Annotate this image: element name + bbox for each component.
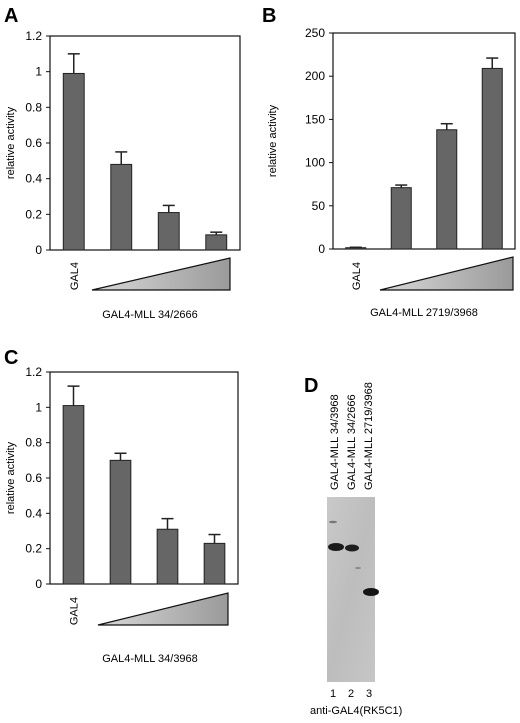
y-tick-label: 0.4 [25, 506, 42, 520]
bar [205, 234, 228, 251]
blot-band-lane-3 [363, 588, 379, 596]
y-tick-label: 0.8 [25, 100, 42, 114]
y-axis-label: relative activity [5, 441, 17, 514]
y-tick-label: 0.6 [25, 471, 42, 485]
y-tick-label: 1 [35, 65, 42, 79]
panel-letter-b: B [262, 5, 276, 27]
plot-frame [332, 32, 516, 250]
bar [109, 459, 132, 585]
blot-band-lane-1 [328, 543, 344, 551]
x-category-label: GAL4 [69, 597, 81, 625]
y-tick-label: 0.2 [25, 207, 42, 221]
bar [156, 528, 179, 585]
bar [62, 405, 85, 585]
bar [157, 212, 180, 251]
bar [110, 163, 133, 251]
y-tick-label: 0.2 [25, 542, 42, 556]
blot-faint-mark [355, 567, 361, 569]
blot-antibody-caption: anti-GAL4(RK5C1) [310, 705, 402, 717]
bar [481, 67, 503, 250]
panel-letter-d: D [304, 375, 318, 397]
blot-lane-number-1: 1 [330, 688, 336, 700]
y-tick-label: 150 [305, 112, 325, 126]
y-tick-label: 1.2 [25, 365, 42, 379]
condition-label: GAL4-MLL 34/3968 [102, 653, 198, 665]
y-tick-label: 0 [318, 242, 325, 256]
bar [436, 129, 458, 250]
bar [390, 187, 412, 250]
condition-label: GAL4-MLL 2719/3968 [370, 307, 478, 319]
western-blot-panel: GAL4-MLL 34/3968 GAL4-MLL 34/2666 GAL4-M… [310, 382, 402, 717]
dose-wedge [91, 257, 231, 291]
y-tick-label: 200 [305, 69, 325, 83]
bar [203, 542, 226, 585]
chart-panel-a: 0 0.2 0.4 0.6 0.8 1 1.2 relative activity GAL4 GA… [5, 29, 241, 321]
y-tick-label: 100 [305, 156, 325, 170]
y-tick-label: 0 [35, 243, 42, 257]
dose-wedge [379, 256, 514, 291]
y-axis-label: relative activity [267, 104, 279, 177]
dose-wedge [97, 592, 229, 626]
condition-label: GAL4-MLL 34/2666 [102, 309, 198, 321]
y-tick-label: 0.4 [25, 172, 42, 186]
y-tick-label: 1.2 [25, 29, 42, 43]
chart-panel-b: 0 50 100 150 200 250 relative activity GAL4 GAL4… [267, 26, 516, 319]
y-tick-label: 50 [312, 199, 326, 213]
x-category-label: GAL4 [351, 262, 363, 290]
y-tick-label: 1 [35, 400, 42, 414]
blot-lane-label-1: GAL4-MLL 34/3968 [329, 394, 341, 490]
blot-faint-mark [329, 520, 337, 524]
blot-band-lane-2 [345, 544, 359, 552]
x-category-label: GAL4 [69, 262, 81, 290]
y-tick-label: 0 [35, 577, 42, 591]
bar [62, 72, 85, 251]
y-tick-label: 250 [305, 26, 325, 40]
blot-lane-number-3: 3 [366, 688, 372, 700]
blot-lane-label-2: GAL4-MLL 34/2666 [346, 394, 358, 490]
y-axis-label: relative activity [5, 106, 17, 179]
blot-lane-label-3: GAL4-MLL 2719/3968 [363, 382, 375, 490]
panel-letter-c: C [4, 347, 18, 369]
panel-letter-a: A [4, 5, 18, 27]
y-tick-label: 0.8 [25, 436, 42, 450]
y-tick-label: 0.6 [25, 136, 42, 150]
blot-lane-number-2: 2 [348, 688, 354, 700]
chart-panel-c: 0 0.2 0.4 0.6 0.8 1 1.2 relative activity GAL4 GA… [5, 365, 239, 665]
